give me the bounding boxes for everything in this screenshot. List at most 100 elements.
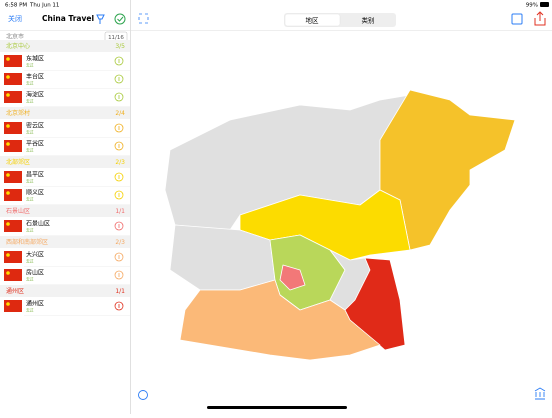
- info-icon[interactable]: [114, 74, 124, 84]
- expand-icon[interactable]: [138, 13, 149, 24]
- info-icon[interactable]: [114, 92, 124, 102]
- flag: [4, 140, 22, 152]
- group-header: [0, 40, 130, 52]
- flag: [4, 269, 22, 281]
- region-name: 石景山区: [26, 220, 50, 228]
- info-icon[interactable]: [114, 56, 124, 66]
- group-name: 石景山区: [6, 207, 30, 215]
- check-mark: [117, 16, 124, 22]
- group-header: [0, 285, 130, 297]
- counter: 11/16: [108, 35, 124, 41]
- segment[interactable]: 类别: [362, 16, 375, 25]
- region-shijingshan[interactable]: [279, 264, 306, 291]
- region-note: 去过: [26, 179, 34, 184]
- group-header: [0, 107, 130, 119]
- group-count: 2/3: [115, 159, 125, 166]
- map: [164, 89, 516, 361]
- flag: [4, 300, 22, 312]
- filter-icon[interactable]: [96, 14, 105, 24]
- region-name: 昌平区: [26, 172, 44, 179]
- region-name: 房山区: [26, 269, 44, 277]
- info-icon[interactable]: [114, 172, 124, 182]
- region-note: 去过: [26, 197, 34, 202]
- info-icon[interactable]: [114, 252, 124, 262]
- flag-star: [6, 253, 10, 257]
- flag: [4, 189, 22, 201]
- flag-star: [6, 142, 10, 146]
- group-count: 3/5: [115, 43, 125, 50]
- region-note: 去过: [26, 148, 34, 153]
- info-icon[interactable]: [114, 301, 124, 311]
- flag-star: [6, 93, 10, 97]
- region-note: 去过: [26, 63, 34, 68]
- group-count: 2/3: [115, 239, 125, 246]
- flag: [4, 171, 22, 183]
- group-header: [0, 236, 130, 248]
- info-icon[interactable]: [114, 141, 124, 151]
- battery-icon: [540, 2, 549, 7]
- share-icon[interactable]: [534, 11, 546, 26]
- flag: [4, 122, 22, 134]
- region-name: 通州区: [26, 300, 44, 308]
- region-name: 东城区: [26, 55, 44, 63]
- group-name: 西部和南部郊区: [6, 238, 48, 246]
- region-note: 去过: [26, 308, 34, 313]
- museum-icon[interactable]: [534, 387, 546, 400]
- group-header: [0, 156, 130, 168]
- group-name: 北部郊区: [6, 158, 30, 166]
- region-name: 密云区: [26, 122, 44, 130]
- group-count: 2/4: [115, 110, 125, 117]
- region-name: 平谷区: [26, 140, 44, 148]
- flag-star: [6, 173, 10, 177]
- flag-star: [6, 302, 10, 306]
- flag: [4, 220, 22, 232]
- group-count: 1/1: [115, 208, 125, 215]
- region-note: 去过: [26, 228, 34, 233]
- flag-star: [6, 222, 10, 226]
- segment-selected: [284, 13, 341, 27]
- region-note: 去过: [26, 81, 34, 86]
- flag: [4, 55, 22, 67]
- status-battery: 99%: [526, 3, 538, 9]
- segment[interactable]: 地区: [306, 16, 320, 25]
- region-note: 去过: [26, 130, 34, 135]
- group-name: 通州区: [6, 287, 24, 295]
- region-note: 去过: [26, 99, 34, 104]
- home-indicator: [207, 406, 347, 409]
- info-icon[interactable]: [114, 123, 124, 133]
- flag: [4, 73, 22, 85]
- info-icon[interactable]: [114, 270, 124, 280]
- sidebar-title: China Travel: [42, 14, 94, 23]
- region-name: 丰台区: [26, 73, 44, 81]
- close-button[interactable]: 关闭: [8, 14, 22, 23]
- group-name: 北京郊村: [6, 109, 30, 117]
- region-name: 顺义区: [26, 190, 44, 197]
- region-note: 去过: [26, 277, 34, 282]
- flag-star: [6, 124, 10, 128]
- region-note: 去过: [26, 259, 34, 264]
- save-icon[interactable]: [511, 13, 523, 25]
- search-field[interactable]: 北京市: [6, 33, 24, 41]
- info-icon[interactable]: [114, 190, 124, 200]
- region-south[interactable]: [179, 279, 381, 361]
- flag: [4, 91, 22, 103]
- history-icon[interactable]: [138, 390, 148, 400]
- check-icon[interactable]: [114, 13, 126, 25]
- info-icon[interactable]: [114, 221, 124, 231]
- region-name: 海淀区: [26, 91, 44, 99]
- flag-star: [6, 75, 10, 79]
- flag-star: [6, 57, 10, 61]
